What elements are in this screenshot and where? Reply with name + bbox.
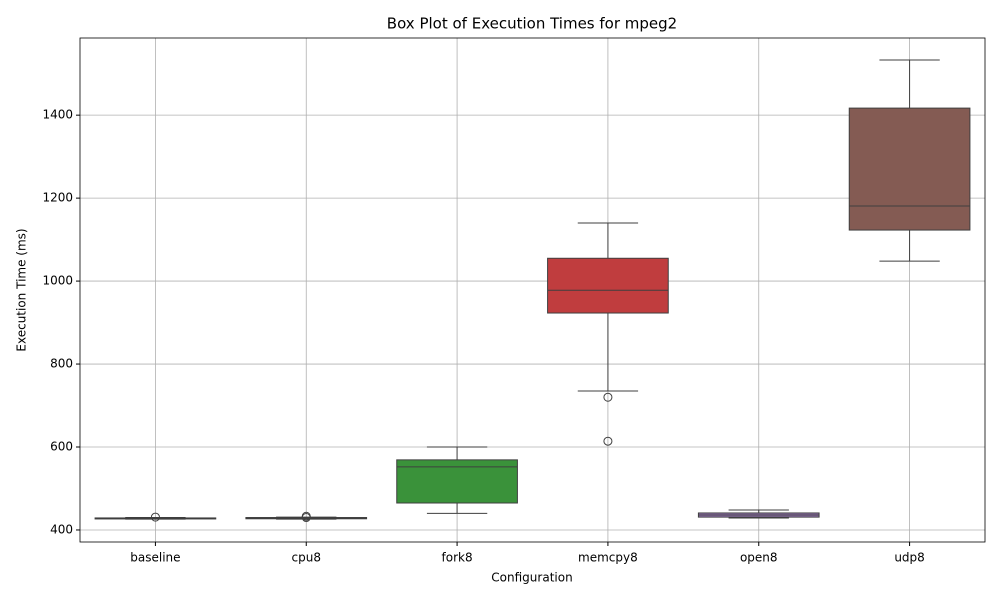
y-axis-label: Execution Time (ms) <box>15 228 29 351</box>
y-tick-label: 400 <box>50 522 73 536</box>
outlier <box>301 513 311 523</box>
plot-frame <box>79 37 986 543</box>
x-tick-label: cpu8 <box>292 551 321 565</box>
y-tick-label: 1400 <box>42 108 73 122</box>
y-tick-label: 800 <box>50 357 73 371</box>
box <box>547 257 669 314</box>
box <box>396 459 518 504</box>
x-tick-label: open8 <box>740 551 778 565</box>
y-tick-label: 1000 <box>42 274 73 288</box>
x-tick-label: fork8 <box>442 551 473 565</box>
y-tick-label: 600 <box>50 440 73 454</box>
x-tick-label: baseline <box>130 551 180 565</box>
x-axis-label: Configuration <box>491 571 572 585</box>
y-tick-label: 1200 <box>42 191 73 205</box>
box <box>848 107 971 231</box>
outlier <box>603 436 613 446</box>
chart-title: Box Plot of Execution Times for mpeg2 <box>387 15 677 33</box>
x-tick-label: memcpy8 <box>578 551 638 565</box>
outlier <box>603 392 613 402</box>
x-tick-label: udp8 <box>894 551 924 565</box>
outlier <box>150 512 160 522</box>
